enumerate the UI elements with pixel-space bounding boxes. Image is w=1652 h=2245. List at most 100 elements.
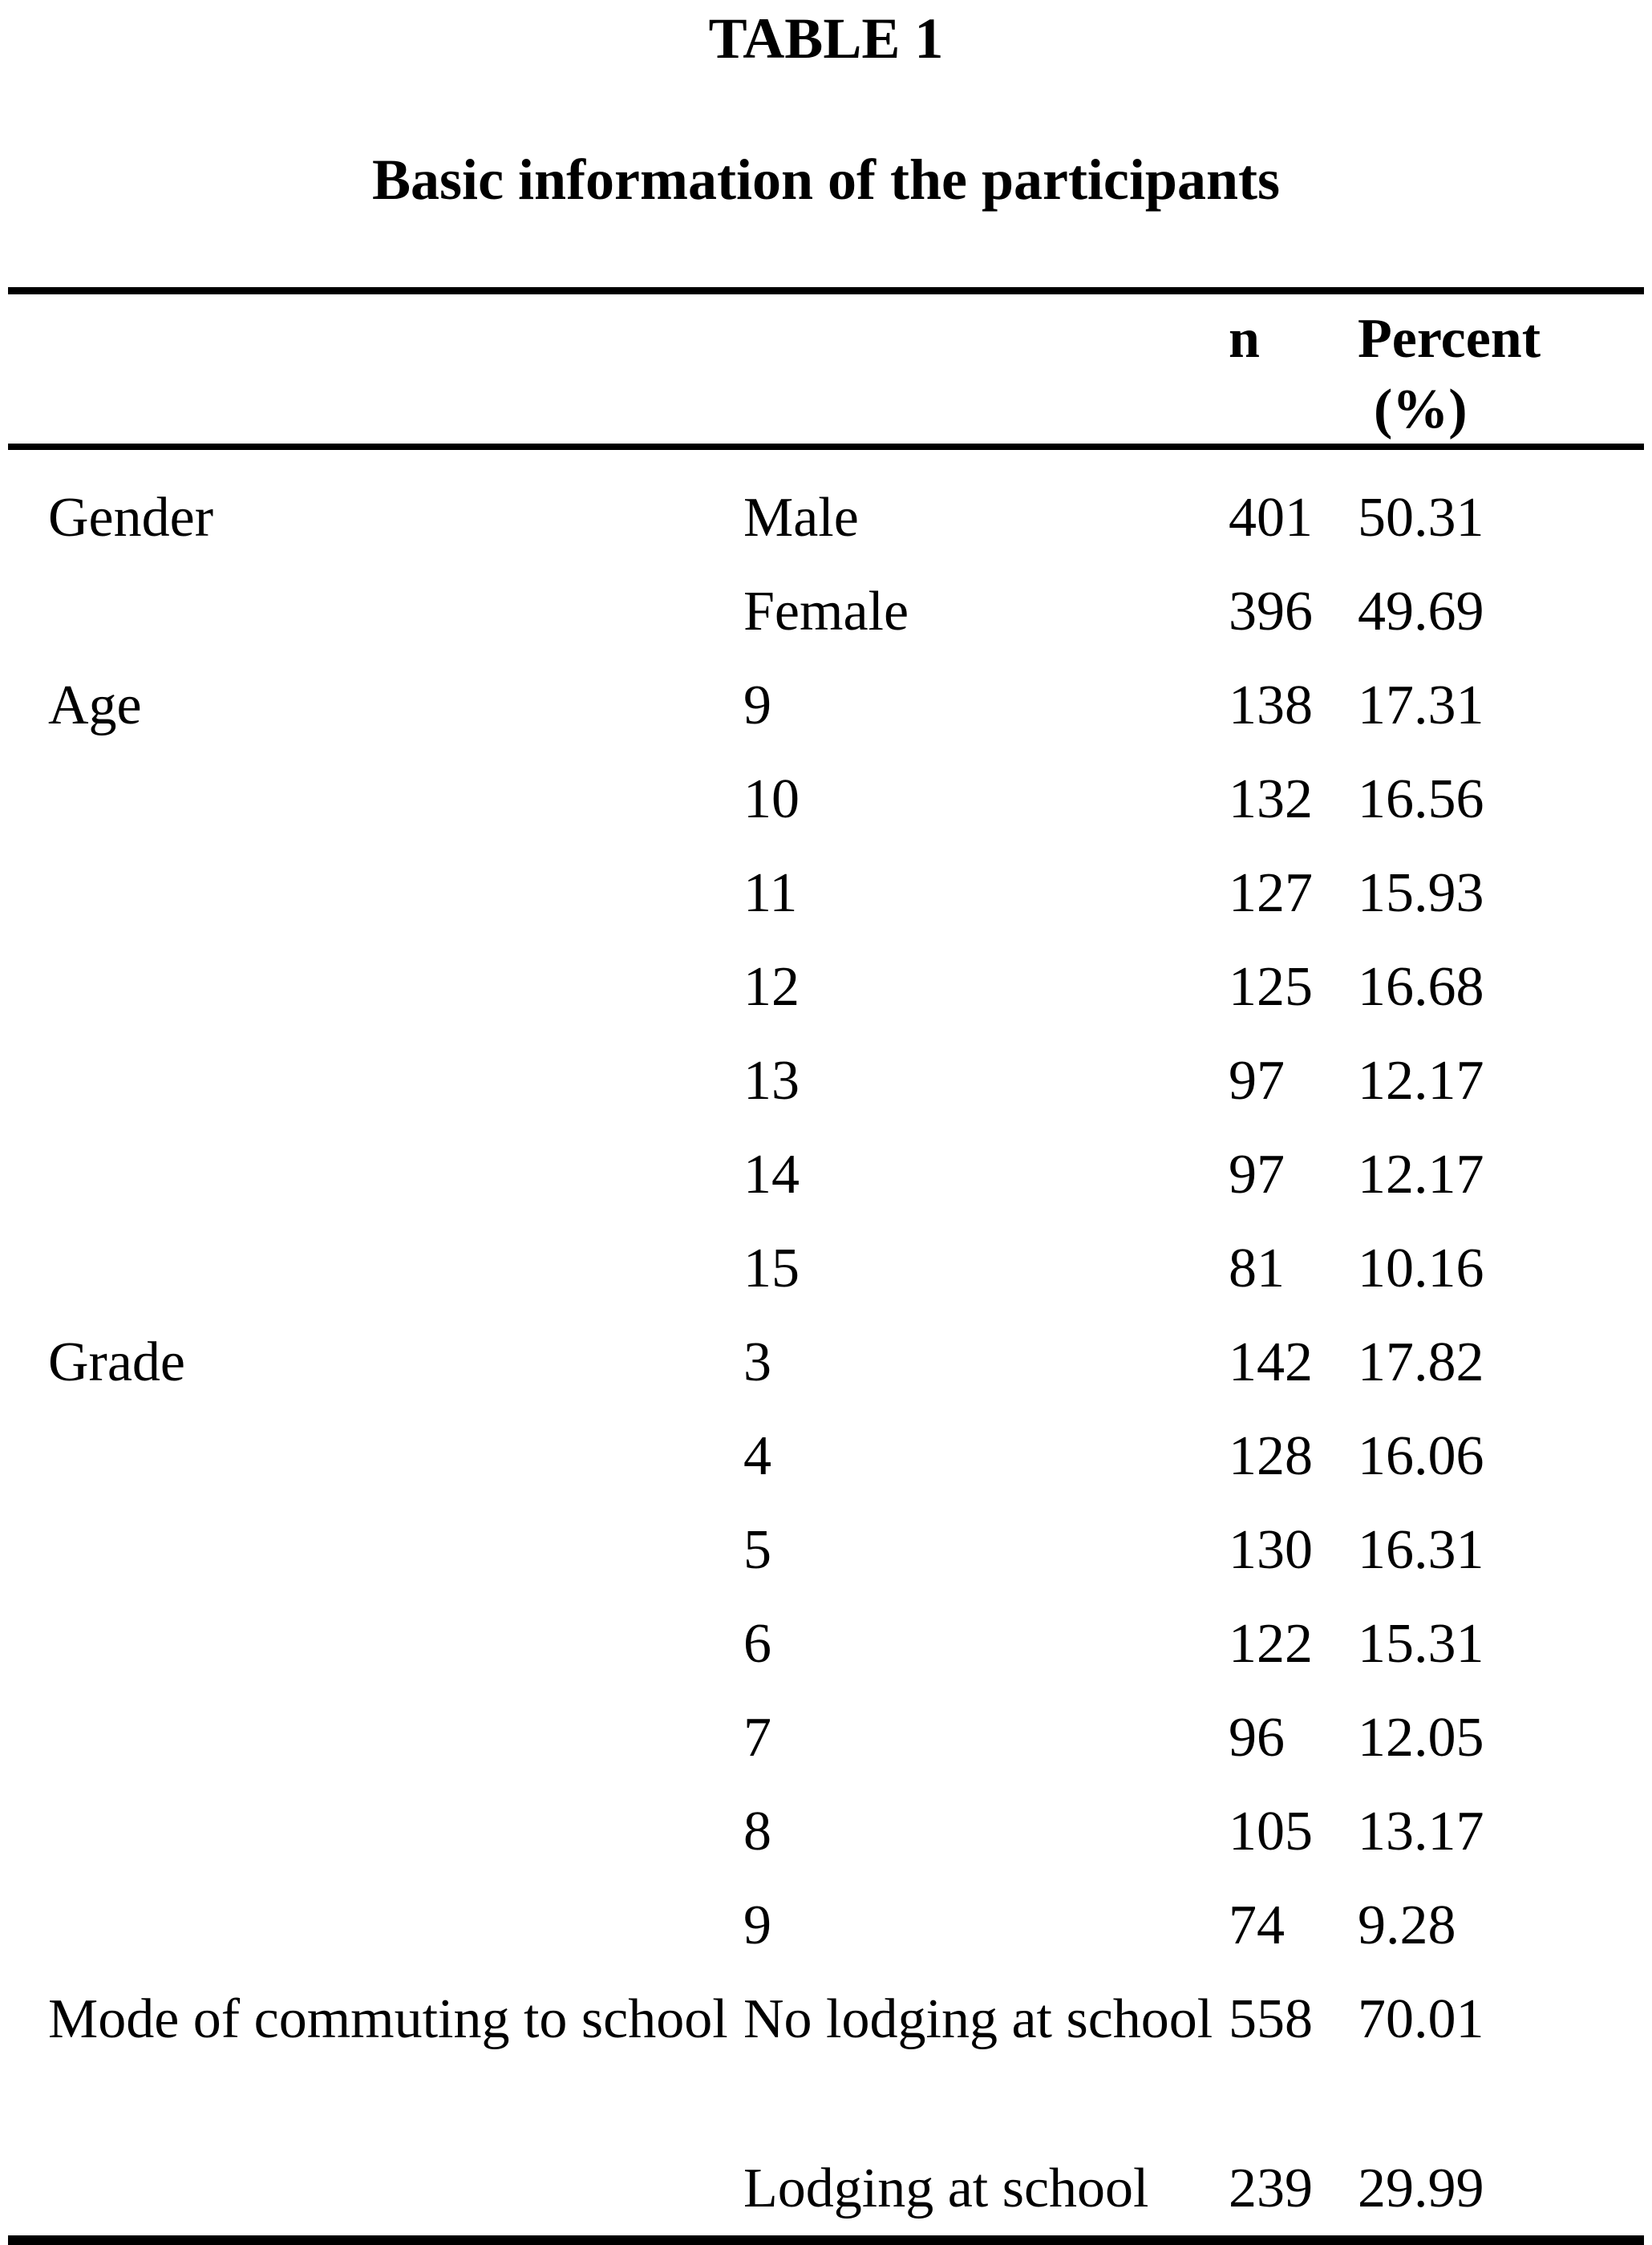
cell-n: 130 xyxy=(1229,1519,1313,1581)
bottom-rule xyxy=(8,2235,1644,2245)
header-value xyxy=(743,304,1229,445)
cell-category xyxy=(48,1878,743,1972)
cell-value: 12 xyxy=(743,956,800,1018)
table-row: 11 127 15.93 xyxy=(8,846,1644,940)
table-row: Grade 3 142 17.82 xyxy=(8,1315,1644,1409)
cell-category: Age xyxy=(48,675,142,736)
table-row: Age 9 138 17.31 xyxy=(8,659,1644,752)
cell-value: 9 xyxy=(743,1894,771,1956)
table-row: 9 74 9.28 xyxy=(8,1878,1644,1972)
cell-percent: 12.05 xyxy=(1358,1707,1484,1769)
table-row: 13 97 12.17 xyxy=(8,1034,1644,1128)
cell-n: 401 xyxy=(1229,487,1313,549)
cell-n: 97 xyxy=(1229,1050,1285,1112)
table-row: 6 122 15.31 xyxy=(8,1597,1644,1691)
cell-percent: 16.06 xyxy=(1358,1425,1484,1487)
cell-n: 142 xyxy=(1229,1331,1313,1393)
cell-category xyxy=(48,1691,743,1785)
cell-category: Mode of commuting to school xyxy=(48,1988,728,2050)
cell-category xyxy=(48,1128,743,1222)
cell-category xyxy=(48,940,743,1034)
cell-n: 96 xyxy=(1229,1707,1285,1769)
table-row: Gender Male 401 50.31 xyxy=(8,471,1644,565)
cell-category xyxy=(48,565,743,659)
cell-n: 138 xyxy=(1229,675,1313,736)
cell-value: 15 xyxy=(743,1238,800,1299)
header-percent: Percent (%) xyxy=(1358,304,1644,445)
cell-value: 7 xyxy=(743,1707,771,1769)
cell-n: 132 xyxy=(1229,768,1313,830)
cell-percent: 16.56 xyxy=(1358,768,1484,830)
cell-percent: 15.31 xyxy=(1358,1613,1484,1675)
top-rule xyxy=(8,287,1644,294)
cell-percent: 29.99 xyxy=(1358,2158,1484,2219)
cell-percent: 12.17 xyxy=(1358,1144,1484,1206)
header-category xyxy=(48,304,743,445)
cell-category xyxy=(48,1503,743,1597)
cell-percent: 16.31 xyxy=(1358,1519,1484,1581)
table-row: 12 125 16.68 xyxy=(8,940,1644,1034)
cell-value: No lodging at school xyxy=(743,1988,1213,2050)
table-row: Lodging at school 239 29.99 xyxy=(8,2142,1644,2235)
cell-value: 6 xyxy=(743,1613,771,1675)
cell-n: 125 xyxy=(1229,956,1313,1018)
cell-value: 9 xyxy=(743,675,771,736)
cell-category: Grade xyxy=(48,1331,186,1393)
cell-percent: 9.28 xyxy=(1358,1894,1456,1956)
table-row: 7 96 12.05 xyxy=(8,1691,1644,1785)
cell-value: Male xyxy=(743,487,859,549)
header-percent-unit: (%) xyxy=(1374,379,1468,440)
header-n: n xyxy=(1229,308,1260,370)
cell-percent: 13.17 xyxy=(1358,1801,1484,1862)
cell-category xyxy=(48,1222,743,1315)
cell-percent: 50.31 xyxy=(1358,487,1484,549)
cell-value: Lodging at school xyxy=(743,2158,1149,2219)
cell-n: 558 xyxy=(1229,1988,1313,2050)
header-percent-word: Percent xyxy=(1358,308,1541,370)
header-row: n Percent (%) xyxy=(8,294,1644,444)
table-row: 10 132 16.56 xyxy=(8,752,1644,846)
cell-category xyxy=(48,846,743,940)
table-row: 14 97 12.17 xyxy=(8,1128,1644,1222)
cell-category xyxy=(48,1409,743,1503)
cell-percent: 17.31 xyxy=(1358,675,1484,736)
cell-n: 74 xyxy=(1229,1894,1285,1956)
cell-value: 11 xyxy=(743,862,798,924)
table-row: 15 81 10.16 xyxy=(8,1222,1644,1315)
cell-n: 396 xyxy=(1229,581,1313,642)
cell-value: 5 xyxy=(743,1519,771,1581)
cell-n: 81 xyxy=(1229,1238,1285,1299)
cell-value: 3 xyxy=(743,1331,771,1393)
cell-value: 10 xyxy=(743,768,800,830)
cell-percent: 70.01 xyxy=(1358,1988,1484,2050)
cell-n: 127 xyxy=(1229,862,1313,924)
table-row: 4 128 16.06 xyxy=(8,1409,1644,1503)
cell-value: Female xyxy=(743,581,909,642)
cell-n: 105 xyxy=(1229,1801,1313,1862)
table-row: 5 130 16.31 xyxy=(8,1503,1644,1597)
cell-percent: 15.93 xyxy=(1358,862,1484,924)
cell-n: 128 xyxy=(1229,1425,1313,1487)
cell-percent: 49.69 xyxy=(1358,581,1484,642)
header-rule xyxy=(8,444,1644,450)
cell-category xyxy=(48,1785,743,1878)
table-label: TABLE 1 xyxy=(708,6,944,71)
cell-percent: 17.82 xyxy=(1358,1331,1484,1393)
cell-value: 4 xyxy=(743,1425,771,1487)
cell-percent: 10.16 xyxy=(1358,1238,1484,1299)
table-title: Basic information of the participants xyxy=(372,148,1280,212)
table-row: 8 105 13.17 xyxy=(8,1785,1644,1878)
cell-n: 122 xyxy=(1229,1613,1313,1675)
cell-category xyxy=(48,1034,743,1128)
cell-n: 239 xyxy=(1229,2158,1313,2219)
cell-value: 13 xyxy=(743,1050,800,1112)
cell-category xyxy=(48,2142,743,2235)
table-row: Female 396 49.69 xyxy=(8,565,1644,659)
cell-percent: 12.17 xyxy=(1358,1050,1484,1112)
table-row: Mode of commuting to school No lodging at… xyxy=(8,1972,1644,2142)
table: n Percent (%) Gender Male 401 50.31 Female 39… xyxy=(8,287,1644,2245)
cell-category xyxy=(48,1597,743,1691)
cell-value: 8 xyxy=(743,1801,771,1862)
cell-category xyxy=(48,752,743,846)
